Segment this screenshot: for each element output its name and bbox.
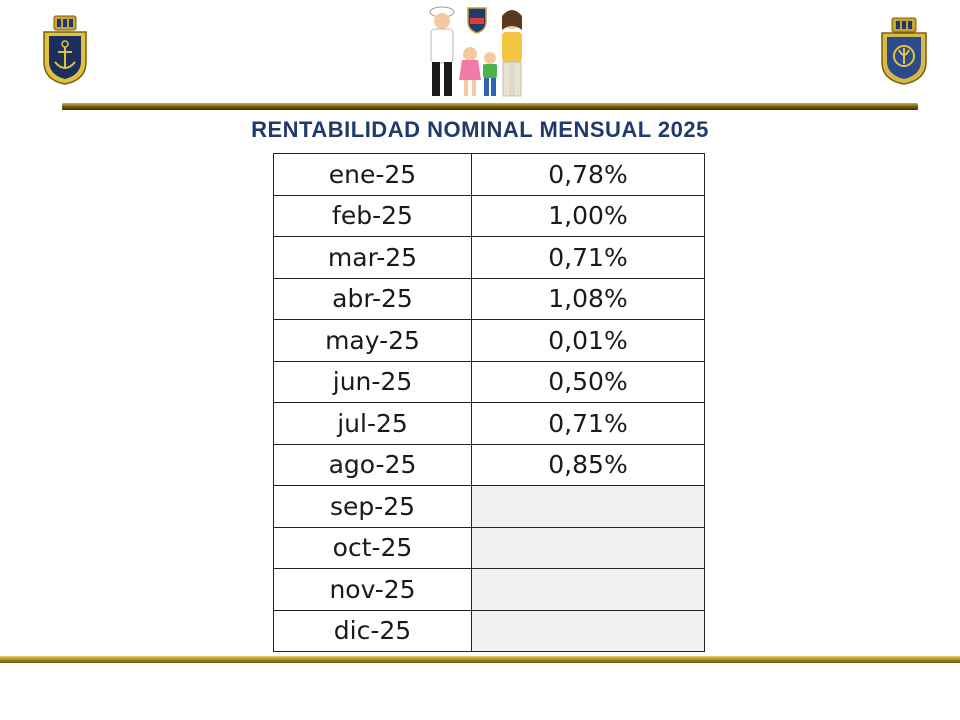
month-cell: nov-25: [273, 568, 472, 611]
table-row: sep-25: [273, 485, 705, 528]
table-row: jul-25 0,71%: [273, 402, 705, 445]
month-cell: ene-25: [273, 153, 472, 196]
month-cell: dic-25: [273, 609, 472, 652]
month-cell: oct-25: [273, 526, 472, 569]
value-cell: 0,50%: [471, 360, 705, 403]
value-cell: 0,71%: [471, 402, 705, 445]
table-row: mar-25 0,71%: [273, 236, 705, 279]
header-divider: [62, 103, 918, 110]
value-cell: 1,08%: [471, 277, 705, 320]
table-row: jun-25 0,50%: [273, 360, 705, 403]
value-cell: [471, 485, 705, 528]
value-cell: 1,00%: [471, 194, 705, 237]
value-cell: 0,85%: [471, 443, 705, 486]
footer-divider: [0, 656, 960, 663]
value-cell: 0,78%: [471, 153, 705, 196]
month-cell: may-25: [273, 319, 472, 362]
navy-anchor-shield-icon: [43, 15, 87, 85]
page-title: RENTABILIDAD NOMINAL MENSUAL 2025: [251, 117, 709, 142]
month-cell: sep-25: [273, 485, 472, 528]
value-cell: [471, 568, 705, 611]
returns-table: ene-25 0,78% feb-25 1,00% mar-25 0,71% abr-25 1…: [273, 153, 705, 652]
value-cell: 0,01%: [471, 319, 705, 362]
table-row: dic-25: [273, 609, 705, 652]
value-cell: 0,71%: [471, 236, 705, 279]
table-row: abr-25 1,08%: [273, 277, 705, 320]
navy-crest-shield-icon: [881, 17, 927, 85]
navy-family-illustration-icon: [429, 6, 522, 97]
value-cell: [471, 609, 705, 652]
table-row: ene-25 0,78%: [273, 153, 705, 196]
month-cell: jun-25: [273, 360, 472, 403]
table-row: feb-25 1,00%: [273, 194, 705, 237]
month-cell: ago-25: [273, 443, 472, 486]
table-row: ago-25 0,85%: [273, 443, 705, 486]
month-cell: abr-25: [273, 277, 472, 320]
table-row: may-25 0,01%: [273, 319, 705, 362]
table-row: oct-25: [273, 526, 705, 569]
value-cell: [471, 526, 705, 569]
table-row: nov-25: [273, 568, 705, 611]
month-cell: jul-25: [273, 402, 472, 445]
month-cell: mar-25: [273, 236, 472, 279]
month-cell: feb-25: [273, 194, 472, 237]
